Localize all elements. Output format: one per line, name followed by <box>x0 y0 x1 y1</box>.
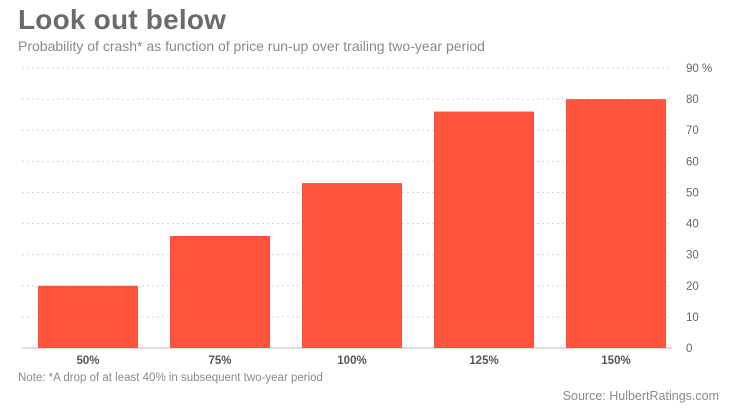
x-tick-label: 50% <box>76 355 99 367</box>
y-tick-label: 10 <box>686 312 699 324</box>
bars <box>38 99 666 348</box>
bar <box>434 111 534 348</box>
bar <box>566 99 666 348</box>
chart-title: Look out below <box>18 4 227 35</box>
x-axis-ticks: 50% 75% 100% 125% 150% <box>76 355 630 367</box>
x-tick-label: 150% <box>601 355 630 367</box>
y-tick-label: 50 <box>686 187 699 199</box>
x-tick-label: 75% <box>208 355 231 367</box>
chart-source: Source: HulbertRatings.com <box>562 389 719 403</box>
chart-note: Note: *A drop of at least 40% in subsequ… <box>18 372 323 384</box>
x-tick-label: 100% <box>337 355 366 367</box>
bar <box>38 285 138 348</box>
y-tick-label: 90 % <box>686 63 712 75</box>
x-tick-label: 125% <box>469 355 498 367</box>
y-axis-ticks: 0 10 20 30 40 50 60 70 80 90 % <box>686 63 712 355</box>
y-tick-label: 40 <box>686 219 699 231</box>
y-tick-label: 0 <box>686 343 692 355</box>
y-tick-label: 70 <box>686 125 699 137</box>
y-tick-label: 20 <box>686 281 699 293</box>
y-tick-label: 60 <box>686 156 699 168</box>
bar <box>302 183 402 348</box>
bar <box>170 236 270 348</box>
y-tick-label: 30 <box>686 250 699 262</box>
y-tick-label: 80 <box>686 94 699 106</box>
chart-subtitle: Probability of crash* as function of pri… <box>18 38 485 54</box>
